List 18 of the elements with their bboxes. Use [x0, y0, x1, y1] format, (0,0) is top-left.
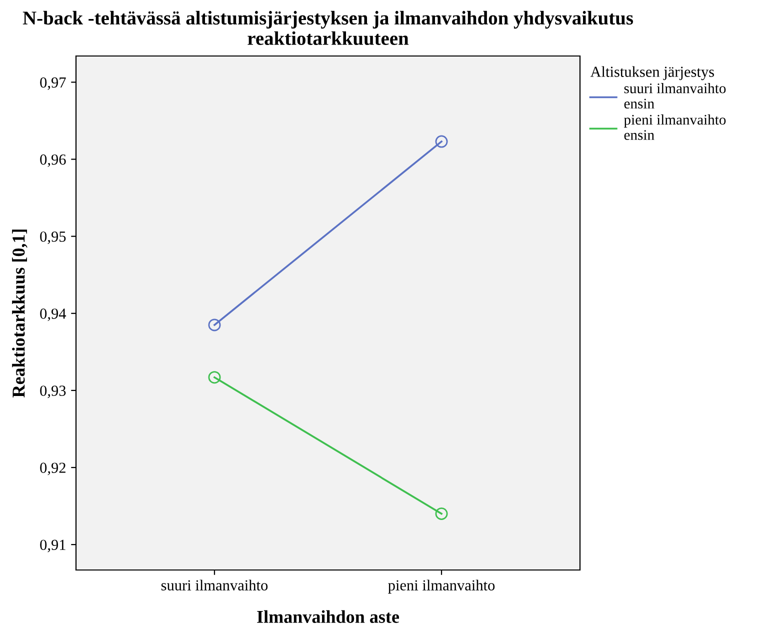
x-tick-label: suuri ilmanvaihto	[161, 580, 268, 590]
y-tick-label: 0,91	[40, 540, 66, 552]
legend-title: Altistuksen järjestys	[590, 66, 714, 80]
y-tick-label: 0,94	[40, 308, 66, 322]
chart-title: N-back -tehtävässä altistumisjärjestyksen ja ilmanvaihdon yhdysvaikutus reaktiotarkkuuteen	[22, 10, 634, 46]
x-axis-title: Ilmanvaihdon aste	[257, 610, 400, 623]
point	[435, 135, 448, 148]
y-tick-label: 0,96	[40, 154, 66, 167]
point	[208, 371, 221, 384]
point	[208, 318, 221, 332]
y-tick-label: 0,97	[40, 77, 66, 90]
point	[435, 507, 448, 520]
y-axis-title: Reaktiotarkkuus [0,1]	[12, 230, 28, 398]
y-tick-label: 0,93	[40, 386, 66, 398]
y-tick-label: 0,95	[40, 231, 66, 244]
legend-label: pieni ilmanvaihto ensin	[624, 114, 726, 140]
x-tick-label: pieni ilmanvaihto	[388, 580, 495, 594]
y-tick-label: 0,92	[40, 462, 66, 476]
